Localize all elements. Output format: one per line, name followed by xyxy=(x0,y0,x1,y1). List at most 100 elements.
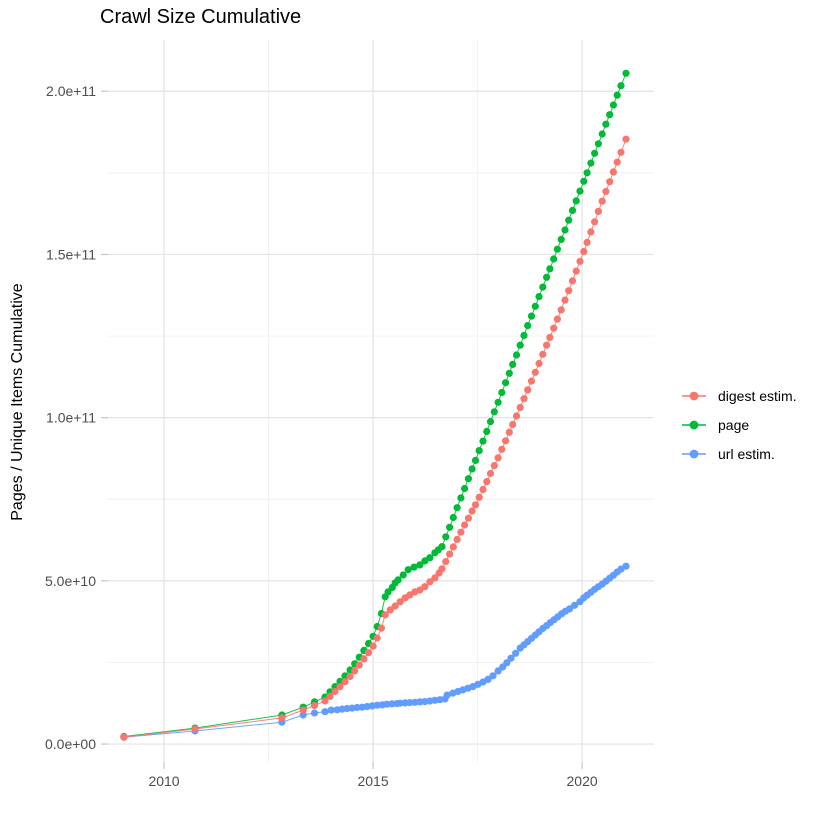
legend-key-dot xyxy=(689,420,699,429)
data-point-page xyxy=(410,563,418,571)
data-point-digest-estim- xyxy=(321,697,329,705)
data-point-digest-estim- xyxy=(341,678,349,686)
data-point-digest-estim- xyxy=(498,445,506,453)
data-point-digest-estim- xyxy=(587,228,595,236)
data-point-url-estim- xyxy=(571,601,579,609)
data-point-page xyxy=(535,293,543,301)
data-point-digest-estim- xyxy=(475,493,483,501)
data-point-digest-estim- xyxy=(531,368,539,376)
data-point-digest-estim- xyxy=(278,714,286,722)
data-point-digest-estim- xyxy=(539,350,547,358)
data-point-page xyxy=(539,283,547,291)
data-point-url-estim- xyxy=(565,605,574,613)
data-point-digest-estim- xyxy=(613,158,621,166)
legend-label: url estim. xyxy=(718,445,775,462)
data-point-digest-estim- xyxy=(512,412,521,420)
data-point-page xyxy=(468,465,476,473)
data-point-page xyxy=(512,351,521,359)
data-point-url-estim- xyxy=(310,709,319,717)
data-point-url-estim- xyxy=(507,654,515,662)
data-point-digest-estim- xyxy=(391,602,399,610)
legend-key-dot xyxy=(689,449,699,458)
legend-key-dot xyxy=(689,391,699,400)
data-point-digest-estim- xyxy=(449,543,457,551)
data-point-digest-estim- xyxy=(557,306,565,314)
data-point-page xyxy=(568,206,577,214)
data-point-page xyxy=(613,91,621,99)
data-point-url-estim- xyxy=(503,659,511,667)
data-point-page xyxy=(565,216,573,224)
data-point-digest-estim- xyxy=(494,454,502,462)
legend-key-icon xyxy=(682,391,706,400)
data-point-page xyxy=(531,302,539,310)
data-point-digest-estim- xyxy=(483,478,491,486)
data-point-page xyxy=(553,245,562,253)
data-point-page xyxy=(580,177,588,185)
x-tick-label: 2020 xyxy=(567,773,598,789)
data-point-page xyxy=(602,120,610,128)
data-point-digest-estim- xyxy=(535,359,543,368)
data-point-page xyxy=(479,437,487,445)
data-point-page xyxy=(461,484,469,493)
data-point-page xyxy=(561,226,569,234)
data-point-digest-estim- xyxy=(364,649,373,657)
data-point-digest-estim- xyxy=(377,624,385,632)
data-point-page xyxy=(498,388,506,397)
legend-label: digest estim. xyxy=(718,387,797,404)
data-point-page xyxy=(438,543,446,551)
data-point-page xyxy=(524,322,532,330)
data-point-page xyxy=(527,312,536,320)
data-point-digest-estim- xyxy=(360,655,368,663)
data-point-page xyxy=(453,504,461,512)
data-point-digest-estim- xyxy=(421,583,429,591)
data-point-digest-estim- xyxy=(326,692,334,701)
data-point-page xyxy=(404,566,412,574)
data-point-digest-estim- xyxy=(509,420,517,429)
data-point-digest-estim- xyxy=(527,377,536,385)
data-point-digest-estim- xyxy=(591,218,599,226)
data-point-page xyxy=(505,369,513,377)
data-point-digest-estim- xyxy=(438,565,446,573)
data-point-page xyxy=(606,111,614,119)
data-point-page xyxy=(622,69,630,77)
data-point-digest-estim- xyxy=(486,469,495,478)
data-point-digest-estim- xyxy=(431,574,439,582)
data-point-page xyxy=(442,533,450,541)
data-point-digest-estim- xyxy=(568,277,577,285)
legend-item-url-estim-: url estim. xyxy=(681,439,797,468)
data-point-url-estim- xyxy=(373,701,381,709)
data-point-page xyxy=(446,523,454,531)
data-point-digest-estim- xyxy=(457,528,465,536)
data-point-digest-estim- xyxy=(351,667,359,675)
data-point-digest-estim- xyxy=(299,706,307,714)
data-point-digest-estim- xyxy=(426,578,434,586)
data-point-digest-estim- xyxy=(191,725,199,733)
data-point-digest-estim- xyxy=(468,507,476,515)
data-point-page xyxy=(591,149,599,157)
data-point-page xyxy=(583,169,591,177)
data-point-digest-estim- xyxy=(453,535,461,544)
data-point-digest-estim- xyxy=(355,661,363,669)
data-point-page xyxy=(546,265,554,273)
data-point-digest-estim- xyxy=(336,683,344,691)
data-point-page xyxy=(471,456,480,464)
data-point-url-estim- xyxy=(406,699,414,707)
legend-item-page: page xyxy=(681,410,797,439)
data-point-digest-estim- xyxy=(502,437,510,445)
data-point-digest-estim- xyxy=(617,148,625,156)
data-point-digest-estim- xyxy=(561,296,569,304)
data-point-digest-estim- xyxy=(609,168,618,176)
data-point-digest-estim- xyxy=(373,634,381,642)
data-point-digest-estim- xyxy=(490,462,498,470)
data-point-digest-estim- xyxy=(594,207,603,215)
data-point-digest-estim- xyxy=(310,701,319,710)
data-point-page xyxy=(394,576,402,584)
y-tick-label: 0.0e+00 xyxy=(45,736,96,752)
y-tick-label: 5.0e+10 xyxy=(45,573,96,589)
data-point-digest-estim- xyxy=(461,521,469,529)
data-point-page xyxy=(457,494,465,502)
data-point-digest-estim- xyxy=(331,687,339,696)
data-point-page xyxy=(572,197,580,205)
data-point-page xyxy=(486,418,495,426)
